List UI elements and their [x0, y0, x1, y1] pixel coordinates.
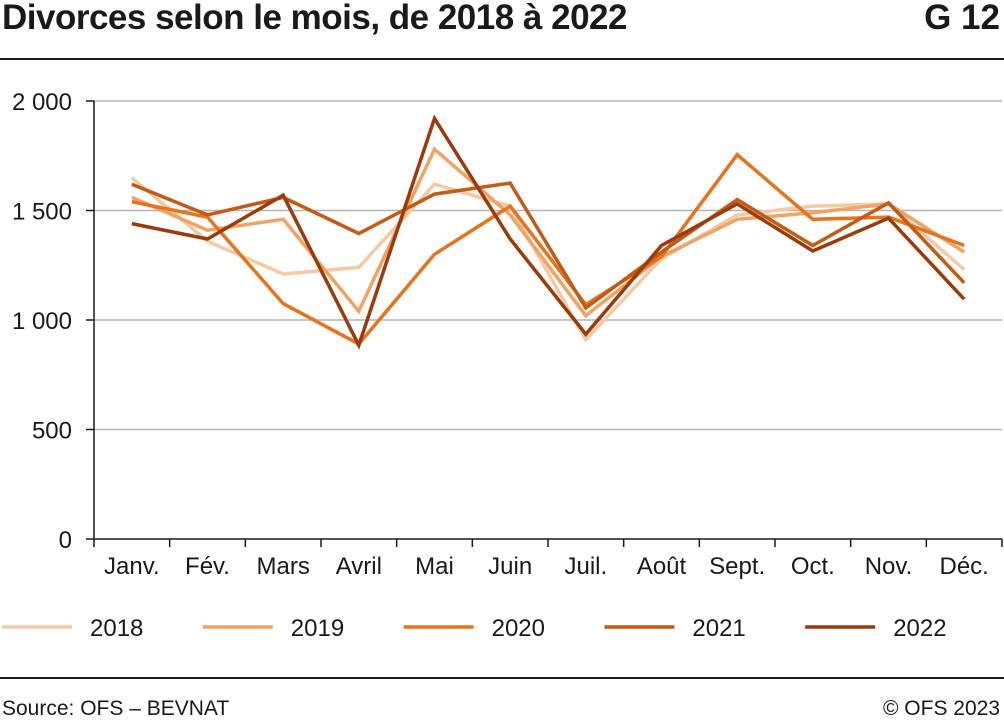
y-tick-label: 1 000 — [12, 308, 72, 335]
legend-label-2018: 2018 — [90, 615, 143, 642]
series-line-2019 — [131, 146, 966, 319]
x-tick-label: Avril — [336, 553, 382, 580]
y-tick-label: 2 000 — [12, 89, 72, 116]
legend-label-2022: 2022 — [893, 615, 946, 642]
series-line-2020 — [131, 152, 965, 347]
x-tick-label: Janv. — [104, 553, 160, 580]
legend-label-2019: 2019 — [291, 615, 344, 642]
x-tick-label: Oct. — [791, 553, 835, 580]
series-line-2022 — [131, 114, 966, 350]
y-tick-label: 1 500 — [12, 199, 72, 226]
legend: 2018 2019 2020 2021 2022 — [2, 615, 947, 642]
header-divider — [0, 58, 1004, 60]
chart-title: Divorces selon le mois, de 2018 à 2022 — [2, 0, 627, 37]
legend-label-2021: 2021 — [692, 615, 745, 642]
x-tick-label: Juin — [488, 553, 532, 580]
series-line-2021 — [131, 181, 966, 311]
x-tick-label: Mai — [415, 553, 454, 580]
legend-label-2020: 2020 — [492, 615, 545, 642]
x-tick-label: Fév. — [185, 553, 230, 580]
copyright-note: © OFS 2023 — [882, 697, 1000, 720]
line-chart: 0 500 1 000 1 500 2 000 Janv. Fév. Mars Avril Ma… — [2, 89, 1003, 642]
x-tick-label: Mars — [256, 553, 309, 580]
footer-divider — [0, 677, 1004, 679]
x-tick-label: Déc. — [939, 553, 988, 580]
series-line-2018 — [130, 176, 966, 343]
x-tick-label: Août — [637, 553, 687, 580]
y-tick-labels: 0 500 1 000 1 500 2 000 — [12, 89, 72, 554]
x-tick-label: Nov. — [865, 553, 913, 580]
y-tick-label: 500 — [32, 418, 72, 445]
x-tick-labels: Janv. Fév. Mars Avril Mai Juin Juil. Août Sept. O… — [104, 553, 989, 580]
grid-lines — [94, 100, 1002, 431]
chart-code: G 12 — [924, 0, 1000, 37]
series-lines — [130, 114, 966, 350]
x-tick-label: Sept. — [709, 553, 765, 580]
axes — [86, 100, 1003, 547]
x-tick-label: Juil. — [564, 553, 607, 580]
source-note: Source: OFS – BEVNAT — [2, 697, 230, 720]
y-tick-label: 0 — [59, 527, 72, 554]
